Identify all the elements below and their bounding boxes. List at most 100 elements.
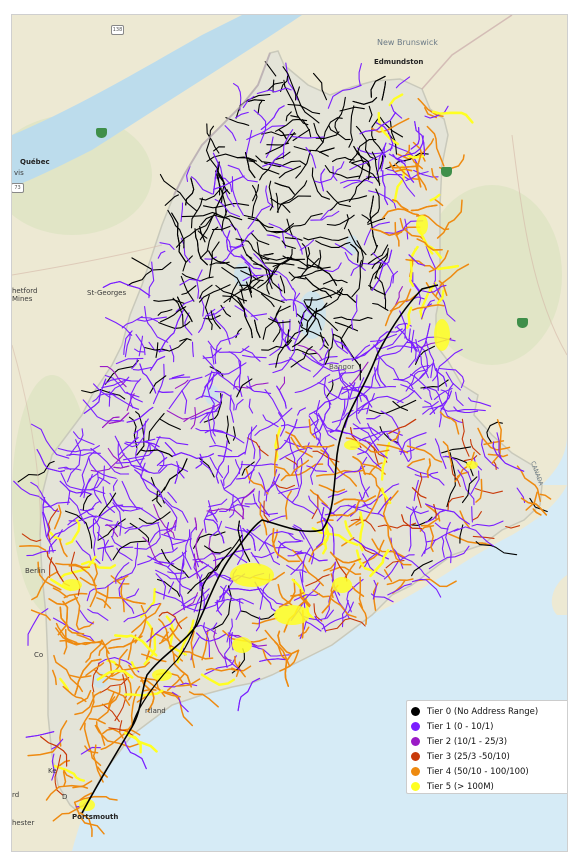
road-segment-tier-3 <box>313 603 323 622</box>
road-segment-tier-5 <box>200 673 236 686</box>
road-segment-tier-1 <box>384 220 424 234</box>
road-segment-tier-0 <box>389 120 397 145</box>
road-segment-tier-3 <box>417 472 423 509</box>
road-segment-tier-0 <box>158 321 191 329</box>
road-segment-tier-1 <box>204 655 237 675</box>
road-segment-tier-4 <box>412 141 426 162</box>
road-segment-tier-0 <box>348 175 372 203</box>
road-segment-tier-1 <box>105 317 133 336</box>
road-segment-tier-5 <box>388 93 404 107</box>
road-segment-tier-1 <box>432 348 463 382</box>
road-segment-tier-0 <box>252 184 260 202</box>
road-segment-tier-0 <box>328 125 351 141</box>
road-segment-tier-1 <box>120 542 139 579</box>
road-segment-tier-0 <box>257 256 293 289</box>
road-segment-tier-1 <box>320 168 326 192</box>
road-segment-tier-4 <box>416 153 422 188</box>
road-segment-tier-1 <box>312 348 330 378</box>
road-segment-tier-1 <box>52 617 94 642</box>
road-segment-tier-0 <box>322 279 348 285</box>
road-segment-tier-1 <box>135 447 150 474</box>
road-segment-tier-1 <box>353 427 381 435</box>
road-segment-tier-1 <box>108 376 130 407</box>
road-segment-tier-4 <box>525 491 538 511</box>
road-segment-tier-3 <box>263 500 271 523</box>
road-segment-tier-1 <box>85 509 97 519</box>
road-segment-tier-1 <box>255 616 261 632</box>
road-segment-tier-0 <box>292 129 311 142</box>
road-segment-tier-1 <box>181 389 188 415</box>
road-segment-tier-2 <box>113 465 130 469</box>
road-segment-tier-1 <box>237 677 261 712</box>
road-segment-tier-1 <box>242 95 255 109</box>
road-segment-tier-3 <box>305 574 330 587</box>
road-segment-tier-1 <box>163 500 178 532</box>
road-segment-tier-4 <box>79 792 93 801</box>
st-lawrence-river <box>12 15 302 187</box>
road-segment-tier-0 <box>240 270 264 282</box>
road-segment-tier-0 <box>248 267 252 293</box>
road-segment-tier-4 <box>277 630 292 655</box>
route-73-icon: 73 <box>12 183 24 193</box>
road-segment-tier-1 <box>424 105 449 119</box>
road-segment-tier-1 <box>186 165 191 182</box>
road-segment-tier-1 <box>372 252 395 284</box>
road-segment-tier-4 <box>417 97 444 117</box>
road-segment-tier-0 <box>326 190 351 207</box>
legend-label: Tier 3 (25/3 -50/10) <box>427 751 510 762</box>
road-segment-tier-0 <box>303 236 349 241</box>
road-segment-tier-1 <box>286 564 307 573</box>
road-segment-tier-0 <box>281 240 296 249</box>
road-segment-tier-3 <box>119 720 123 734</box>
road-segment-tier-1 <box>433 362 448 387</box>
road-segment-tier-0 <box>280 75 289 93</box>
road-segment-tier-3 <box>21 533 42 542</box>
road-segment-tier-1 <box>453 406 479 414</box>
road-segment-tier-1 <box>184 529 192 570</box>
map-view[interactable]: New Brunswick Edmundston Québec vis hetf… <box>11 14 568 852</box>
road-segment-tier-1 <box>351 294 358 330</box>
road-segment-tier-1 <box>220 479 245 510</box>
road-segment-tier-0 <box>357 151 364 180</box>
road-segment-tier-4 <box>436 199 463 239</box>
road-segment-tier-4 <box>389 164 418 169</box>
road-segment-tier-4 <box>274 641 291 668</box>
road-segment-tier-0 <box>199 187 222 201</box>
road-segment-tier-1 <box>180 202 184 223</box>
road-segment-tier-4 <box>139 680 181 698</box>
tier-5-coverage-area <box>274 605 310 625</box>
road-segment-tier-4 <box>329 566 362 575</box>
road-segment-tier-1 <box>164 442 177 456</box>
legend-swatch <box>411 722 420 731</box>
road-segment-tier-0 <box>283 195 312 205</box>
place-label-edmundston: Edmundston <box>374 58 424 66</box>
road-segment-tier-0 <box>287 103 321 115</box>
road-segment-tier-1 <box>224 655 242 672</box>
road-segment-tier-1 <box>276 385 287 409</box>
road-segment-tier-1 <box>58 466 72 471</box>
road-segment-tier-1 <box>72 431 95 446</box>
road-segment-tier-0 <box>306 302 328 333</box>
tier-5-coverage-area <box>434 319 450 351</box>
road-segment-tier-1 <box>317 382 349 400</box>
road-segment-tier-1 <box>214 390 235 411</box>
road-segment-tier-1 <box>163 497 189 523</box>
road-segment-tier-0 <box>368 399 417 415</box>
road-segment-tier-3 <box>99 676 130 694</box>
road-segment-tier-1 <box>157 250 166 259</box>
road-segment-tier-1 <box>470 470 480 495</box>
road-segment-tier-1 <box>442 455 473 483</box>
road-segment-tier-5 <box>96 669 134 681</box>
road-segment-tier-4 <box>53 504 62 530</box>
road-segment-tier-1 <box>215 215 232 252</box>
road-segment-tier-0 <box>155 342 159 358</box>
road-segment-tier-2 <box>183 403 220 423</box>
road-segment-tier-1 <box>191 341 194 358</box>
road-segment-tier-4 <box>30 609 51 621</box>
road-segment-tier-0 <box>291 269 324 282</box>
road-segment-tier-1 <box>327 84 362 109</box>
road-segment-tier-1 <box>266 234 281 239</box>
road-segment-tier-0 <box>190 197 203 229</box>
road-segment-tier-1 <box>339 373 362 394</box>
road-segment-tier-0 <box>392 400 409 411</box>
